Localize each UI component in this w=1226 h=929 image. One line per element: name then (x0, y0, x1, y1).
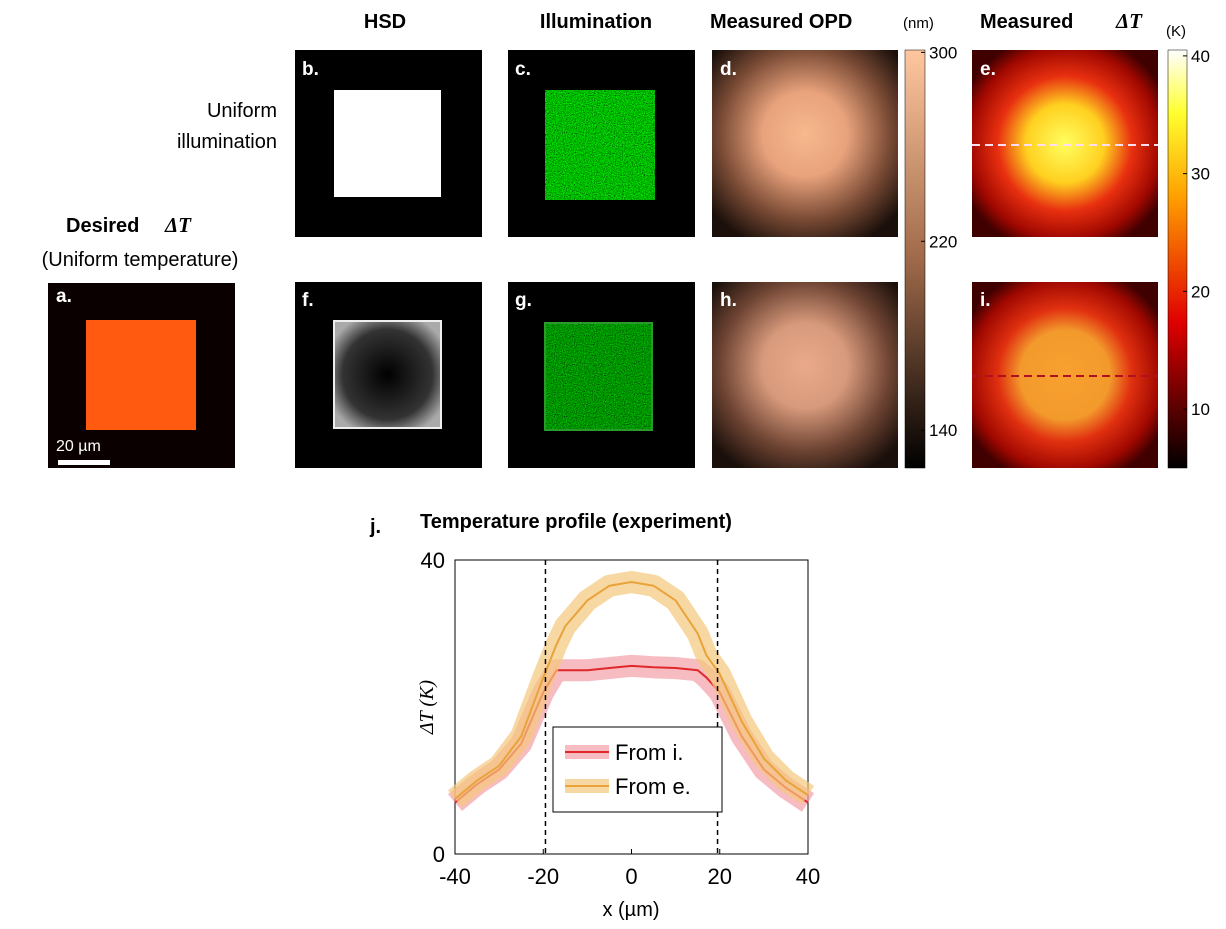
x-tick-label: -20 (527, 864, 559, 889)
panel-letter: d. (720, 59, 737, 80)
panel-letter: i. (980, 290, 991, 311)
colorbar-tick-label: 140 (929, 421, 957, 440)
x-tick-label: 40 (796, 864, 820, 889)
legend-label: From e. (615, 774, 691, 799)
desired-symbol: ΔT (164, 213, 192, 237)
colorbar-tick-label: 300 (929, 43, 957, 62)
x-tick-label: 0 (625, 864, 637, 889)
colorbar-tick-label: 30 (1191, 165, 1210, 184)
y-tick-label: 40 (421, 548, 445, 573)
y-axis-label: ΔT (K) (416, 680, 438, 736)
unit: (nm) (903, 15, 934, 32)
legend-label: From i. (615, 740, 683, 765)
headers: HSD Illumination Measured OPD (nm) Measu… (42, 9, 1186, 271)
chart-title: Temperature profile (experiment) (420, 511, 732, 533)
legend-box (552, 726, 723, 813)
colorbar-tick-label: 40 (1191, 47, 1210, 66)
header: Measured (980, 11, 1073, 33)
panel-letter: b. (302, 59, 319, 80)
panel-letter: h. (720, 290, 737, 311)
header: Illumination (540, 11, 652, 33)
panel-letter: j. (369, 516, 381, 538)
header: Measured OPD (710, 11, 852, 33)
scale-bar-label: 20 µm (56, 438, 101, 455)
row-label: illumination (177, 131, 277, 153)
panel-letter: c. (515, 59, 531, 80)
header: HSD (364, 11, 406, 33)
x-tick-label: 20 (708, 864, 732, 889)
header-symbol: ΔT (1115, 9, 1143, 33)
desired-subtitle: (Uniform temperature) (42, 249, 239, 271)
colorbar-tick-label: 220 (929, 232, 957, 251)
panel-letter: a. (56, 286, 72, 307)
line (454, 581, 809, 800)
unit: (K) (1166, 23, 1186, 40)
panel-letter: g. (515, 290, 532, 311)
images: 20 µm a. b. c. d. e. f. g. h. i. (48, 49, 1188, 469)
desired-title: Desired (66, 215, 139, 237)
y-tick-label: 0 (433, 842, 445, 867)
colorbar-tick-label: 20 (1191, 282, 1210, 301)
panel-letter: e. (980, 59, 996, 80)
colorbar-tick-label: 10 (1191, 400, 1210, 419)
row-label: Uniform (207, 100, 277, 122)
x-axis-label: x (µm) (602, 899, 659, 921)
panel-letter: f. (302, 290, 314, 311)
x-tick-label: -40 (439, 864, 471, 889)
